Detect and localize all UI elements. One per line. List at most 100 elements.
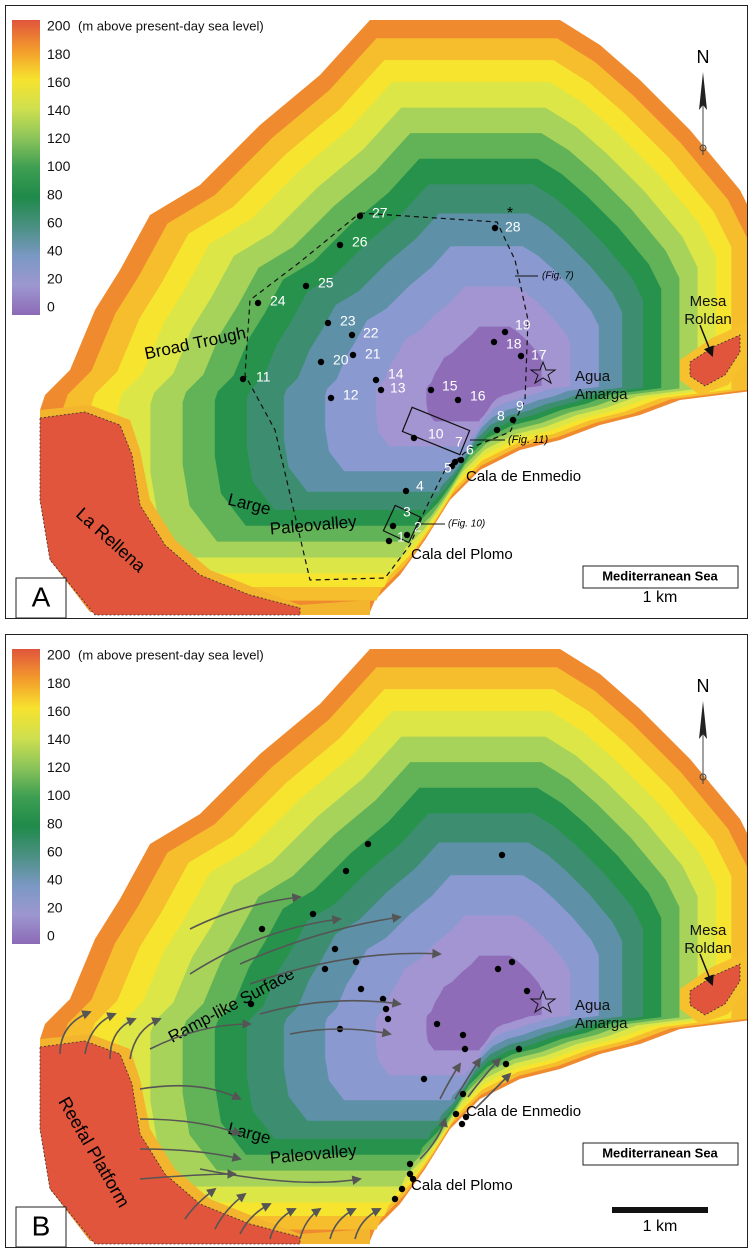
station [411,435,417,441]
station-label: 13 [390,380,406,396]
station [310,911,316,917]
station-label: 21 [365,346,381,362]
north-arrow [699,72,707,110]
station [399,1186,405,1192]
station [255,300,261,306]
sea-label: Mediterranean Sea [602,1145,718,1160]
station [502,329,508,335]
scale-label: 1 km [643,589,678,606]
station [343,868,349,874]
station [385,1016,391,1022]
station [349,332,355,338]
station [458,457,464,463]
legend-label: 0 [47,928,55,944]
legend-label: 100 [47,787,71,803]
station-label: 4 [416,478,424,494]
place-label: Agua [575,368,611,385]
station [518,353,524,359]
station [378,387,384,393]
place-label: Roldan [684,311,732,328]
station [350,352,356,358]
station-label: 24 [270,293,286,309]
legend-label: 60 [47,214,63,230]
legend-label: 200 [47,647,71,663]
place-label: Amarga [575,386,628,403]
north-arrow [699,701,707,739]
station-label: 20 [333,352,349,368]
station [434,1021,440,1027]
page: 200180160140120100806040200(m above pres… [0,0,753,1249]
station-label: 1 [397,529,405,545]
map [40,20,753,615]
station-label: 16 [470,388,486,404]
legend-label: 180 [47,46,71,62]
legend-label: 120 [47,130,71,146]
legend-label: 160 [47,703,71,719]
station-label: 15 [442,378,458,394]
legend-label: 40 [47,243,63,259]
legend-unit: (m above present-day sea level) [78,18,264,33]
panel-letter: A [32,581,51,612]
station [325,320,331,326]
place-label: Mesa [690,922,727,939]
colorbar [12,20,40,315]
station [259,926,265,932]
figure-ref: (Fig. 10) [448,519,485,530]
legend-label: 20 [47,900,63,916]
station-label: 2 [414,519,422,535]
legend-label: 100 [47,158,71,174]
figure-ref: (Fig. 11) [508,434,548,446]
station [328,395,334,401]
station-label: 10 [428,426,444,442]
north-label: N [697,676,710,696]
legend-label: 60 [47,843,63,859]
station [428,387,434,393]
panel: 200180160140120100806040200(m above pres… [6,635,753,1248]
legend-label: 0 [47,299,55,315]
station [386,538,392,544]
legend-label: 140 [47,102,71,118]
station-label: 14 [388,366,404,382]
station-label: 7 [455,434,463,450]
station [373,377,379,383]
legend-label: 80 [47,186,63,202]
station [407,1161,413,1167]
place-label: Cala de Enmedio [466,468,581,485]
station [357,213,363,219]
station [499,852,505,858]
place-label: Amarga [575,1015,628,1032]
station [358,986,364,992]
station [403,488,409,494]
station [248,1001,254,1007]
station-label: 8 [497,408,505,424]
station [495,966,501,972]
station [459,1121,465,1127]
station [503,1061,509,1067]
station-label: 5 [444,460,452,476]
station [303,283,309,289]
station [494,427,500,433]
sea-label: Mediterranean Sea [602,568,718,583]
station [410,1176,416,1182]
scale-bar [612,1207,708,1213]
place-label: Agua [575,997,611,1014]
station [463,1114,469,1120]
station [240,376,246,382]
station [492,225,498,231]
station [460,1091,466,1097]
station [453,1111,459,1117]
place-label: Mesa [690,293,727,310]
station [383,1006,389,1012]
legend-label: 200 [47,18,71,34]
station [337,242,343,248]
colorbar [12,649,40,944]
station-label: 3 [403,504,411,520]
station [524,988,530,994]
legend-unit: (m above present-day sea level) [78,647,264,662]
station-label: 26 [352,234,368,250]
legend-label: 40 [47,872,63,888]
scale-label: 1 km [643,1218,678,1235]
station [421,1076,427,1082]
station [516,1046,522,1052]
